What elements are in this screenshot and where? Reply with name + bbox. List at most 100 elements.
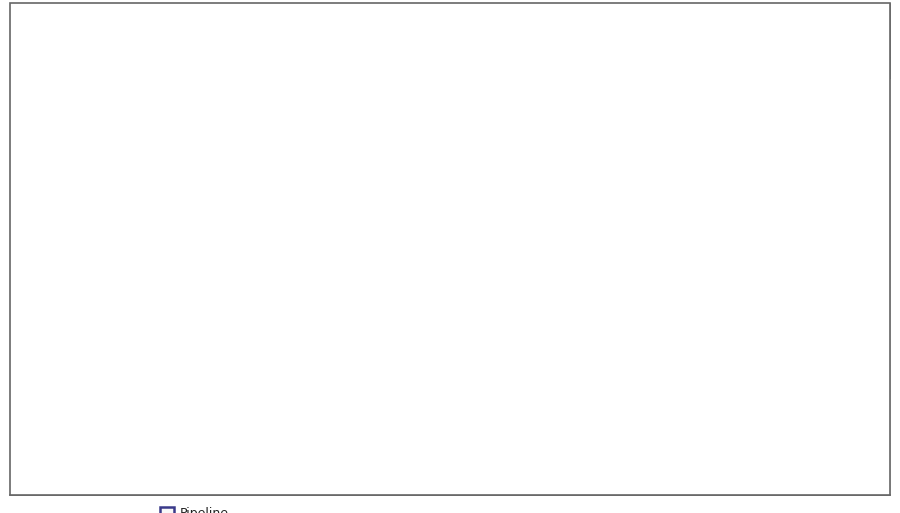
Bar (436, 266, 512, 282)
Bar (160, 135, 174, 152)
Bar (436, 344, 512, 360)
Text: 33,1: 33,1 (372, 425, 396, 435)
Text: 1,65: 1,65 (292, 425, 317, 435)
Text: 36,8: 36,8 (372, 477, 396, 487)
Text: 0,81: 0,81 (292, 191, 318, 201)
Bar (336, 136, 366, 152)
Bar (434, 57, 534, 79)
Text: 21,1: 21,1 (372, 217, 396, 227)
Bar (334, 183, 434, 209)
Text: 1,66: 1,66 (292, 451, 317, 461)
Bar (276, 183, 334, 209)
Bar (538, 188, 763, 204)
Bar (436, 110, 512, 126)
Bar (334, 209, 434, 235)
Bar (276, 469, 334, 495)
Text: Angola: Angola (16, 113, 59, 123)
Bar (336, 318, 404, 334)
Text: Äquatorial Guinea: Äquatorial Guinea (16, 346, 129, 358)
Bar (10, 3, 158, 57)
Bar (434, 443, 534, 469)
Text: 84,8: 84,8 (699, 217, 725, 227)
Text: 27,2: 27,2 (372, 295, 396, 305)
Text: 1,40: 1,40 (292, 321, 318, 331)
Text: 87,8: 87,8 (699, 399, 725, 409)
Text: 3,0: 3,0 (166, 243, 186, 253)
Bar (160, 473, 163, 490)
Bar (334, 339, 434, 365)
Bar (158, 209, 276, 235)
Text: [g CO₂eq/kWh]: [g CO₂eq/kWh] (341, 63, 427, 73)
Bar (336, 84, 338, 100)
Text: Peru: Peru (16, 217, 45, 227)
Text: 96,9: 96,9 (699, 451, 725, 461)
Text: [Mrd. m³]: [Mrd. m³] (187, 63, 247, 73)
Text: 63,7: 63,7 (472, 451, 496, 461)
Text: Erdgasvorkette
CO₂-Emissionen: Erdgasvorkette CO₂-Emissionen (437, 16, 531, 44)
Text: 1,50: 1,50 (292, 347, 317, 357)
Bar (436, 396, 504, 412)
Bar (534, 79, 890, 105)
Text: Libyen: Libyen (16, 477, 58, 487)
Bar (276, 131, 334, 157)
Bar (434, 391, 534, 417)
Bar (538, 344, 865, 360)
Bar (436, 422, 472, 438)
Text: Norwegen: Norwegen (16, 87, 79, 97)
Bar (160, 110, 164, 126)
Text: 78,2: 78,2 (699, 243, 725, 253)
Text: 73,2: 73,2 (699, 373, 725, 383)
Bar (534, 157, 890, 183)
Bar (434, 235, 534, 261)
Bar (336, 110, 365, 126)
Bar (334, 131, 434, 157)
Bar (158, 469, 276, 495)
Bar (538, 162, 850, 178)
Bar (534, 443, 890, 469)
Bar (336, 422, 416, 438)
Bar (538, 474, 814, 490)
Bar (334, 79, 434, 105)
Text: 93,9: 93,9 (699, 347, 725, 357)
Bar (534, 183, 890, 209)
Bar (276, 261, 334, 287)
Bar (158, 235, 276, 261)
Text: 3,8: 3,8 (167, 295, 187, 305)
Text: 1,05: 1,05 (292, 217, 317, 227)
Text: 1,08: 1,08 (292, 243, 318, 253)
Bar (10, 391, 158, 417)
Bar (158, 391, 276, 417)
Bar (534, 365, 890, 391)
Bar (160, 422, 253, 438)
Bar (436, 448, 512, 464)
Bar (276, 391, 334, 417)
Text: 75,8: 75,8 (699, 113, 725, 123)
Bar (434, 365, 534, 391)
Text: 63,7: 63,7 (472, 113, 496, 123)
Bar (276, 339, 334, 365)
Text: 42,5: 42,5 (472, 295, 497, 305)
Bar (334, 157, 434, 183)
Text: 29,5: 29,5 (472, 139, 497, 149)
Bar (10, 183, 158, 209)
Text: 56,5: 56,5 (472, 243, 496, 253)
Bar (158, 3, 276, 57)
Bar (276, 313, 334, 339)
Bar (436, 370, 487, 386)
Bar (276, 365, 334, 391)
Bar (10, 443, 158, 469)
Text: 89,6: 89,6 (699, 165, 725, 175)
Text: Kamerun: Kamerun (16, 269, 72, 279)
Bar (276, 79, 334, 105)
Bar (336, 448, 416, 464)
Bar (334, 391, 434, 417)
Text: 48,6: 48,6 (472, 191, 497, 201)
Text: Algerien: Algerien (16, 373, 68, 383)
Bar (534, 391, 890, 417)
Bar (436, 136, 472, 152)
Bar (334, 443, 434, 469)
Bar (336, 344, 409, 360)
Bar (10, 365, 158, 391)
Text: 55,2: 55,2 (226, 373, 253, 383)
Text: 20,2: 20,2 (472, 87, 497, 97)
